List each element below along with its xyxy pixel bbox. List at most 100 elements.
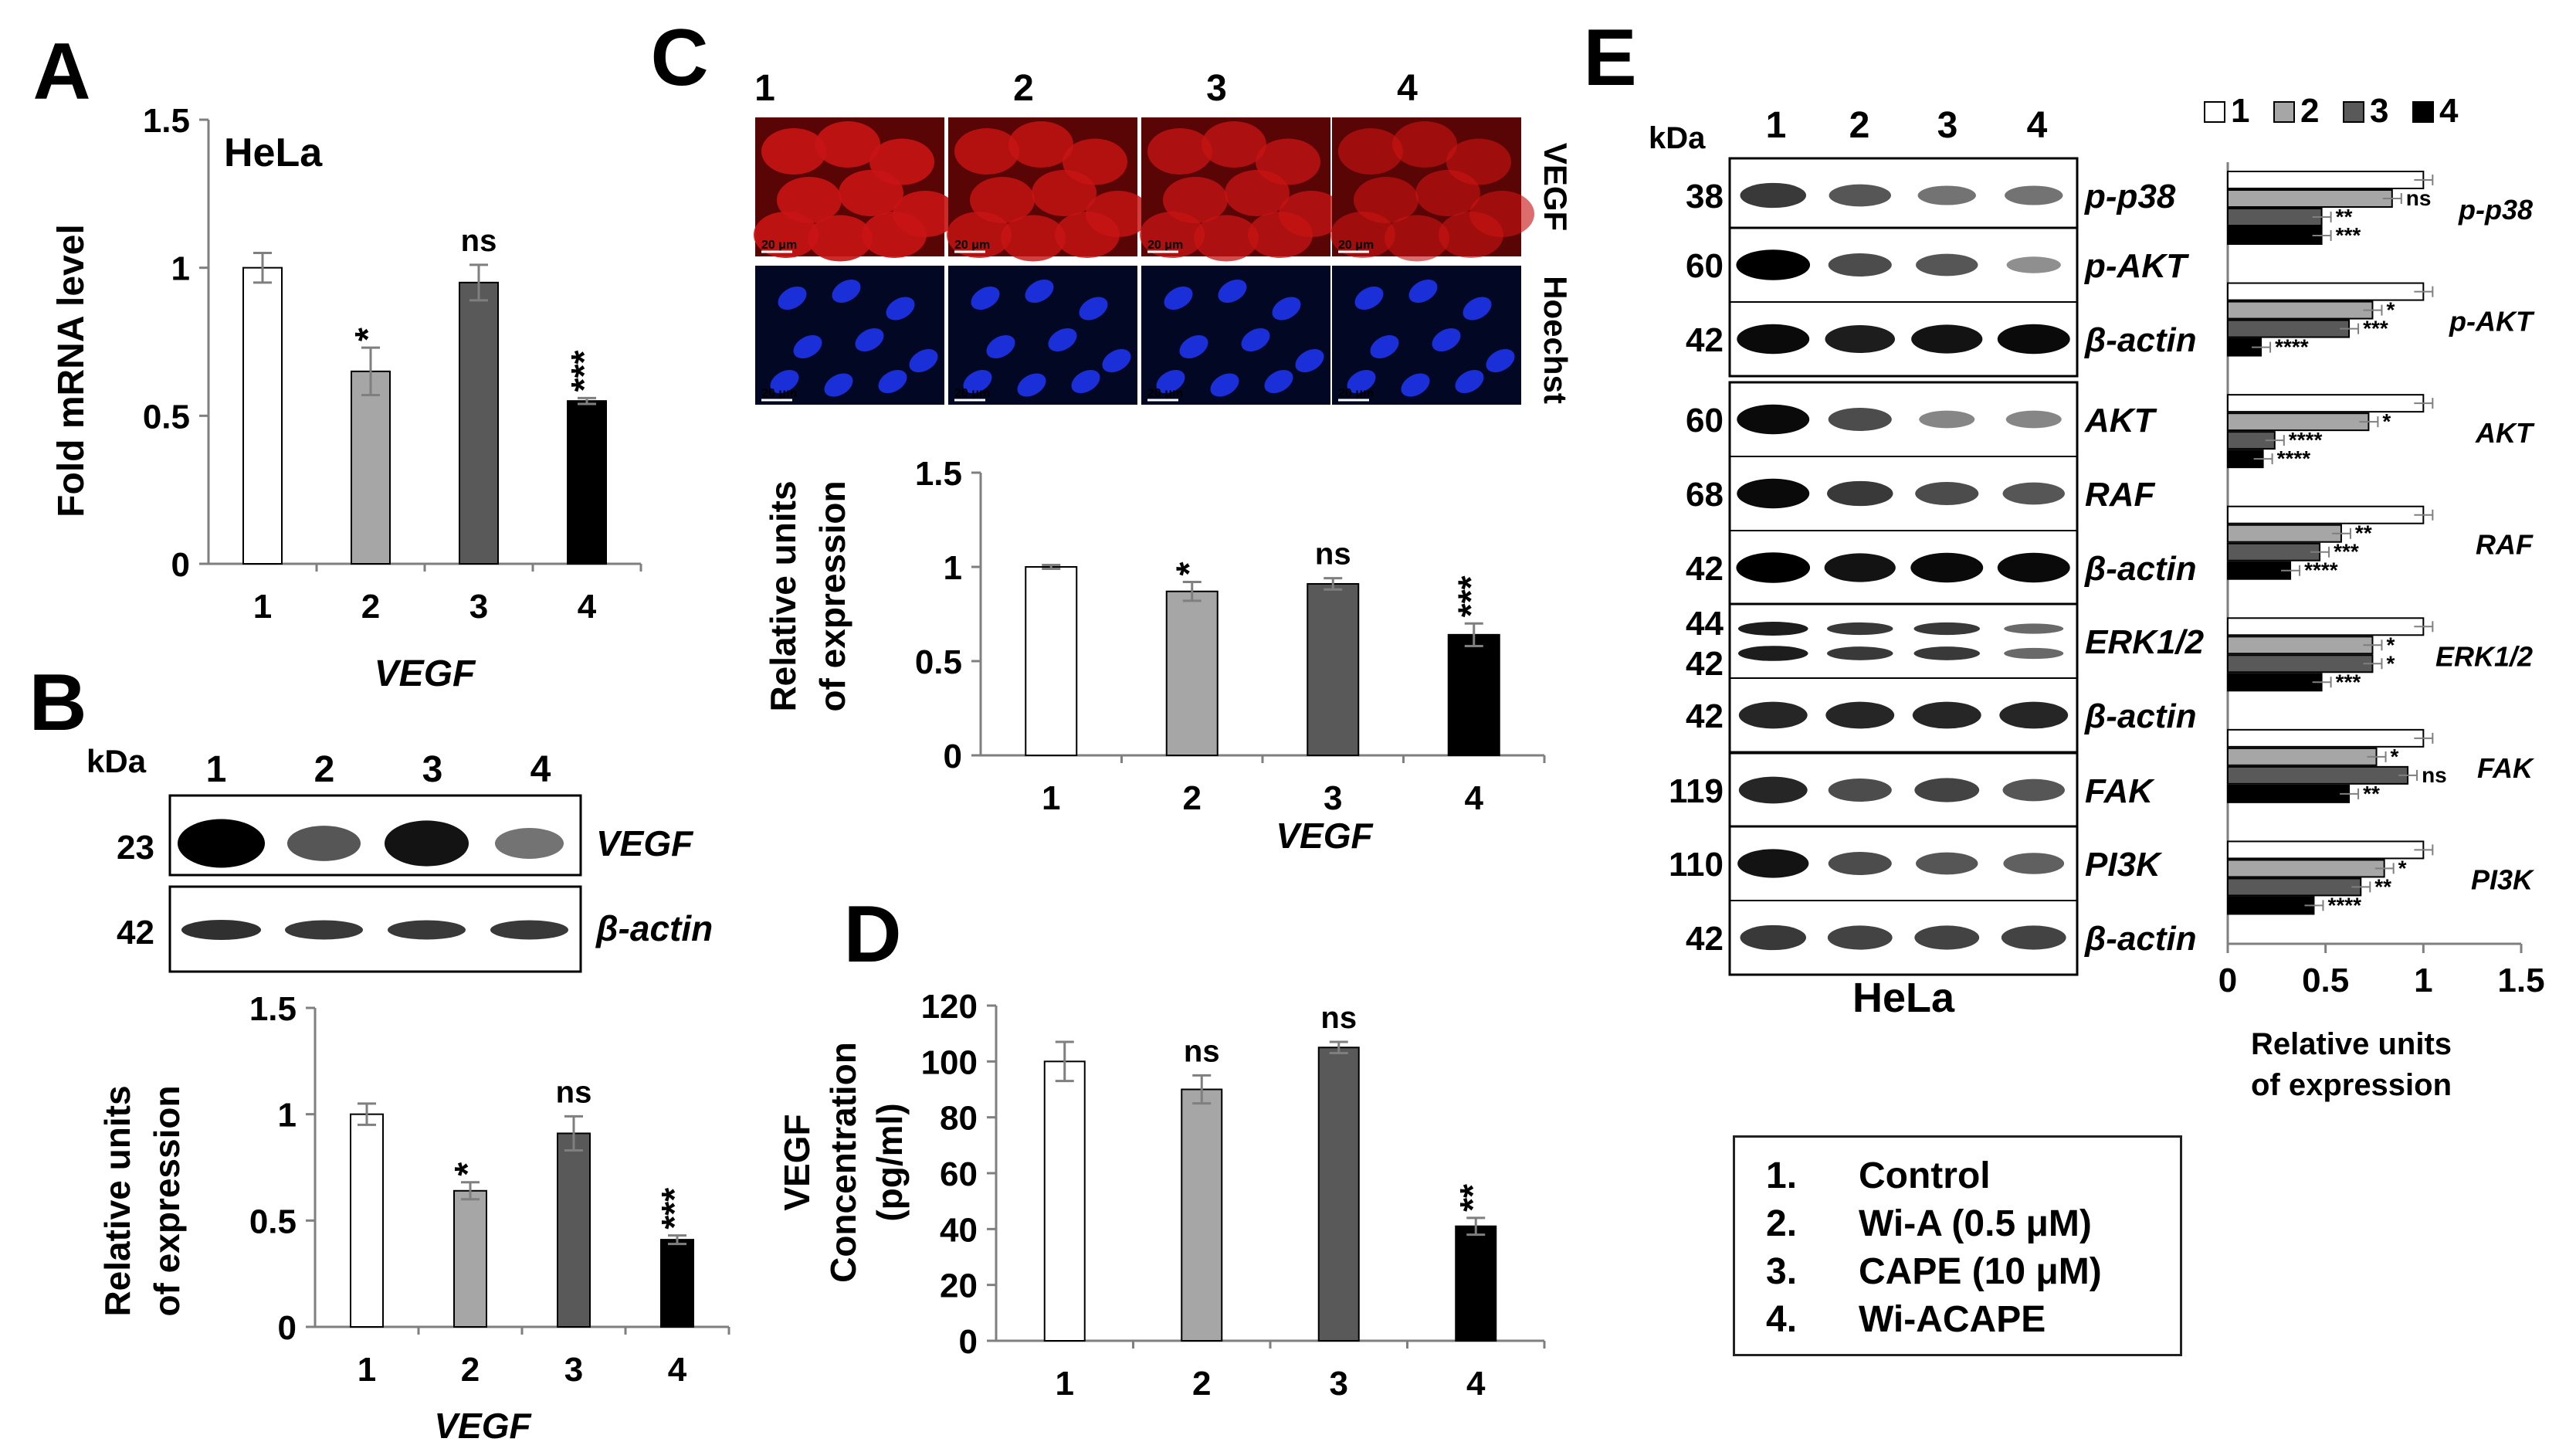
panel-e-pAKT-band-1 [1736, 249, 1811, 280]
panel-e-chart-x-tick-label: 1 [2414, 962, 2432, 999]
panel-e-ERK12-lower-band-1 [1737, 646, 1808, 661]
panel-e-row-label: PI3K [2085, 846, 2163, 884]
panel-e-error-bar [2310, 546, 2330, 558]
panel-a-x-tick-label: 3 [469, 588, 488, 626]
panel-e-row-label: β-actin [2084, 321, 2197, 359]
panel-c-vegf-cell [1194, 215, 1259, 262]
panel-e-kda: 44 [1686, 605, 1724, 643]
panel-c-scale-bar-label: 20 μm [954, 387, 990, 400]
panel-c-nucleus [778, 286, 807, 310]
panel-e-error-bar [2363, 658, 2383, 670]
panel-d-bar-2 [1181, 1088, 1223, 1342]
panel-a-error-bar-1 [253, 252, 272, 284]
panel-e-legend-label: 4 [2439, 92, 2459, 130]
panel-d-bar-3 [1317, 1047, 1360, 1342]
panel-b-kda-header: kDa [86, 743, 147, 779]
panel-e-actin-band-4 [2001, 925, 2066, 950]
panel-c-y-axis-label: Relative units [763, 480, 803, 711]
panel-c-vegf-cell [761, 128, 826, 175]
panel-c-vegf-cell [754, 212, 819, 258]
panel-b-lane-label: 2 [314, 749, 335, 790]
panel-d-error-bar-1 [1055, 1040, 1074, 1083]
panel-e-significance: *** [2363, 317, 2388, 341]
panel-c-vegf-image-4: 20 μm [1330, 117, 1534, 262]
panel-d-significance-3: ns [1320, 1001, 1357, 1035]
panel-c-vegf-cell [862, 212, 927, 258]
legend-number: 3. [1766, 1251, 1798, 1292]
panel-a-title: HeLa [224, 131, 323, 175]
panel-b-x-tick-label: 3 [564, 1351, 583, 1389]
panel-c-nucleus [1210, 373, 1239, 397]
panel-b-x-axis-label: VEGF [434, 1406, 532, 1446]
panel-c-lane-label: 4 [1397, 68, 1418, 109]
panel-e-RAF-band-1 [1737, 478, 1810, 509]
panel-c-nucleus [1272, 297, 1301, 321]
panel-e-row-label: β-actin [2084, 550, 2197, 588]
panel-e-actin-band-2 [1827, 925, 1893, 950]
panel-c-error-bar-1 [1042, 564, 1061, 570]
panel-a-x-tick-label: 4 [578, 588, 597, 626]
legend-number: 4. [1766, 1299, 1798, 1340]
panel-e-kda: 119 [1669, 772, 1724, 810]
panel-letter-b: B [29, 658, 86, 748]
panel-c-vegf-cell [1439, 212, 1503, 258]
panel-c-x-tick-label: 1 [1042, 779, 1060, 817]
panel-e-row-label: β-actin [2084, 697, 2197, 735]
panel-c-nucleus [770, 369, 799, 394]
panel-c-nucleus [986, 334, 1015, 359]
panel-e-actin-band-3 [1912, 701, 1981, 729]
panel-d-bar-4 [1455, 1225, 1497, 1342]
panel-b-kda: 42 [117, 914, 154, 952]
panel-e-ERK12-lower-band-4 [2004, 647, 2064, 660]
panel-e-pp38-band-2 [1829, 184, 1891, 207]
panel-c-y-axis-label: of expression [812, 480, 852, 711]
panel-e-significance: * [2382, 409, 2391, 433]
panel-c-scale-bar-label: 20 μm [1147, 387, 1183, 400]
panel-c-vegf-cell [1055, 212, 1120, 258]
panel-a-bar-3 [459, 281, 499, 565]
panel-c-vegf-cell [1140, 212, 1205, 258]
panel-e-significance: ** [2336, 205, 2353, 229]
panel-c-vegf-cell [1001, 215, 1066, 262]
panel-e-kda: 38 [1686, 178, 1724, 215]
panel-c-vegf-cell [1147, 128, 1212, 175]
panel-a-error-bar-4 [578, 396, 596, 405]
panel-c-nucleus [1079, 297, 1108, 321]
panel-c-hoechst-image-3: 20 μm [1141, 266, 1330, 405]
panel-d-y-axis-label: VEGF [777, 1114, 817, 1210]
panel-e-lane-label: 3 [1937, 105, 1958, 146]
panel-d-significance-2: ns [1184, 1034, 1220, 1068]
panel-e-error-bar [2414, 398, 2434, 409]
panel-c-x-axis-label: VEGF [1276, 816, 1374, 856]
panel-e-bar-ERK12-4 [2227, 673, 2323, 692]
panel-a-x-tick-label: 2 [361, 588, 380, 626]
panel-b-lane-label: 1 [206, 749, 227, 790]
panel-e-FAK-band-1 [1738, 776, 1808, 804]
panel-e-legend-swatch-4 [2412, 101, 2434, 123]
panel-a-y-axis-label: Fold mRNA level [51, 224, 92, 517]
panel-c-error-bar-2 [1182, 581, 1202, 602]
panel-c-vegf-cell [1338, 128, 1403, 175]
panel-e-row-label: AKT [2084, 402, 2157, 439]
panel-e-error-bar [2367, 751, 2387, 762]
panel-b-y-tick-label: 0.5 [249, 1203, 297, 1240]
panel-e-RAF-band-2 [1827, 480, 1893, 507]
panel-letter-d: D [843, 890, 901, 979]
panel-c-nucleus [1102, 348, 1131, 373]
panel-c-vegf-cell [1163, 177, 1228, 223]
panel-e-chart-x-tick-label: 0.5 [2302, 962, 2349, 999]
panel-c-significance-4: *** [1451, 575, 1491, 617]
panel-e-significance: * [2386, 633, 2395, 656]
panel-d-bar-1 [1043, 1060, 1086, 1342]
panel-c-hoechst-image-4: 20 μm [1332, 266, 1521, 405]
panel-b-row-label: VEGF [596, 823, 694, 863]
panel-e-bar-FAK-2 [2227, 747, 2378, 766]
panel-e-kda: 42 [1686, 321, 1724, 359]
panel-c-y-tick-label: 0 [944, 738, 962, 775]
panel-e-legend-swatch-1 [2204, 101, 2225, 123]
panel-e-group-label: ERK1/2 [2435, 640, 2533, 672]
panel-e-kda: 42 [1686, 920, 1724, 958]
panel-c-nucleus [1218, 279, 1247, 304]
panel-b-actin-band-4 [490, 920, 569, 940]
